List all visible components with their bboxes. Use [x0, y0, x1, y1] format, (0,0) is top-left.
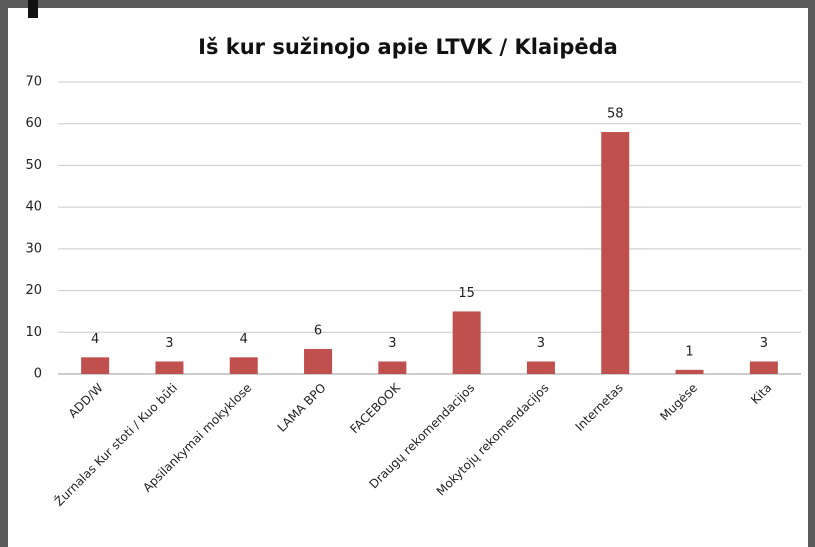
chart-title: Iš kur sužinojo apie LTVK / Klaipėda	[198, 35, 618, 59]
bar	[155, 361, 184, 374]
chart-background	[8, 8, 808, 547]
bar	[526, 361, 555, 374]
bar	[378, 361, 407, 374]
bar	[304, 348, 333, 374]
y-tick-label: 60	[25, 116, 42, 131]
bar	[452, 311, 481, 374]
data-label: 1	[685, 344, 693, 359]
bar	[81, 357, 110, 374]
y-tick-label: 30	[25, 241, 42, 256]
y-tick-label: 20	[25, 283, 42, 298]
bar	[749, 361, 778, 374]
y-tick-label: 50	[25, 158, 42, 173]
data-label: 6	[314, 323, 322, 338]
bar	[675, 369, 704, 374]
y-tick-label: 0	[34, 367, 42, 382]
data-label: 3	[537, 336, 545, 351]
y-tick-label: 10	[25, 325, 42, 340]
data-label: 58	[607, 107, 624, 122]
data-label: 4	[240, 332, 248, 347]
data-label: 15	[458, 286, 475, 301]
data-label: 4	[91, 332, 99, 347]
bar	[601, 132, 630, 374]
cursor-bar	[28, 0, 38, 18]
bar	[229, 357, 258, 374]
y-tick-label: 70	[25, 75, 42, 90]
data-label: 3	[760, 336, 768, 351]
y-tick-label: 40	[25, 200, 42, 215]
data-label: 3	[165, 336, 173, 351]
data-label: 3	[388, 336, 396, 351]
